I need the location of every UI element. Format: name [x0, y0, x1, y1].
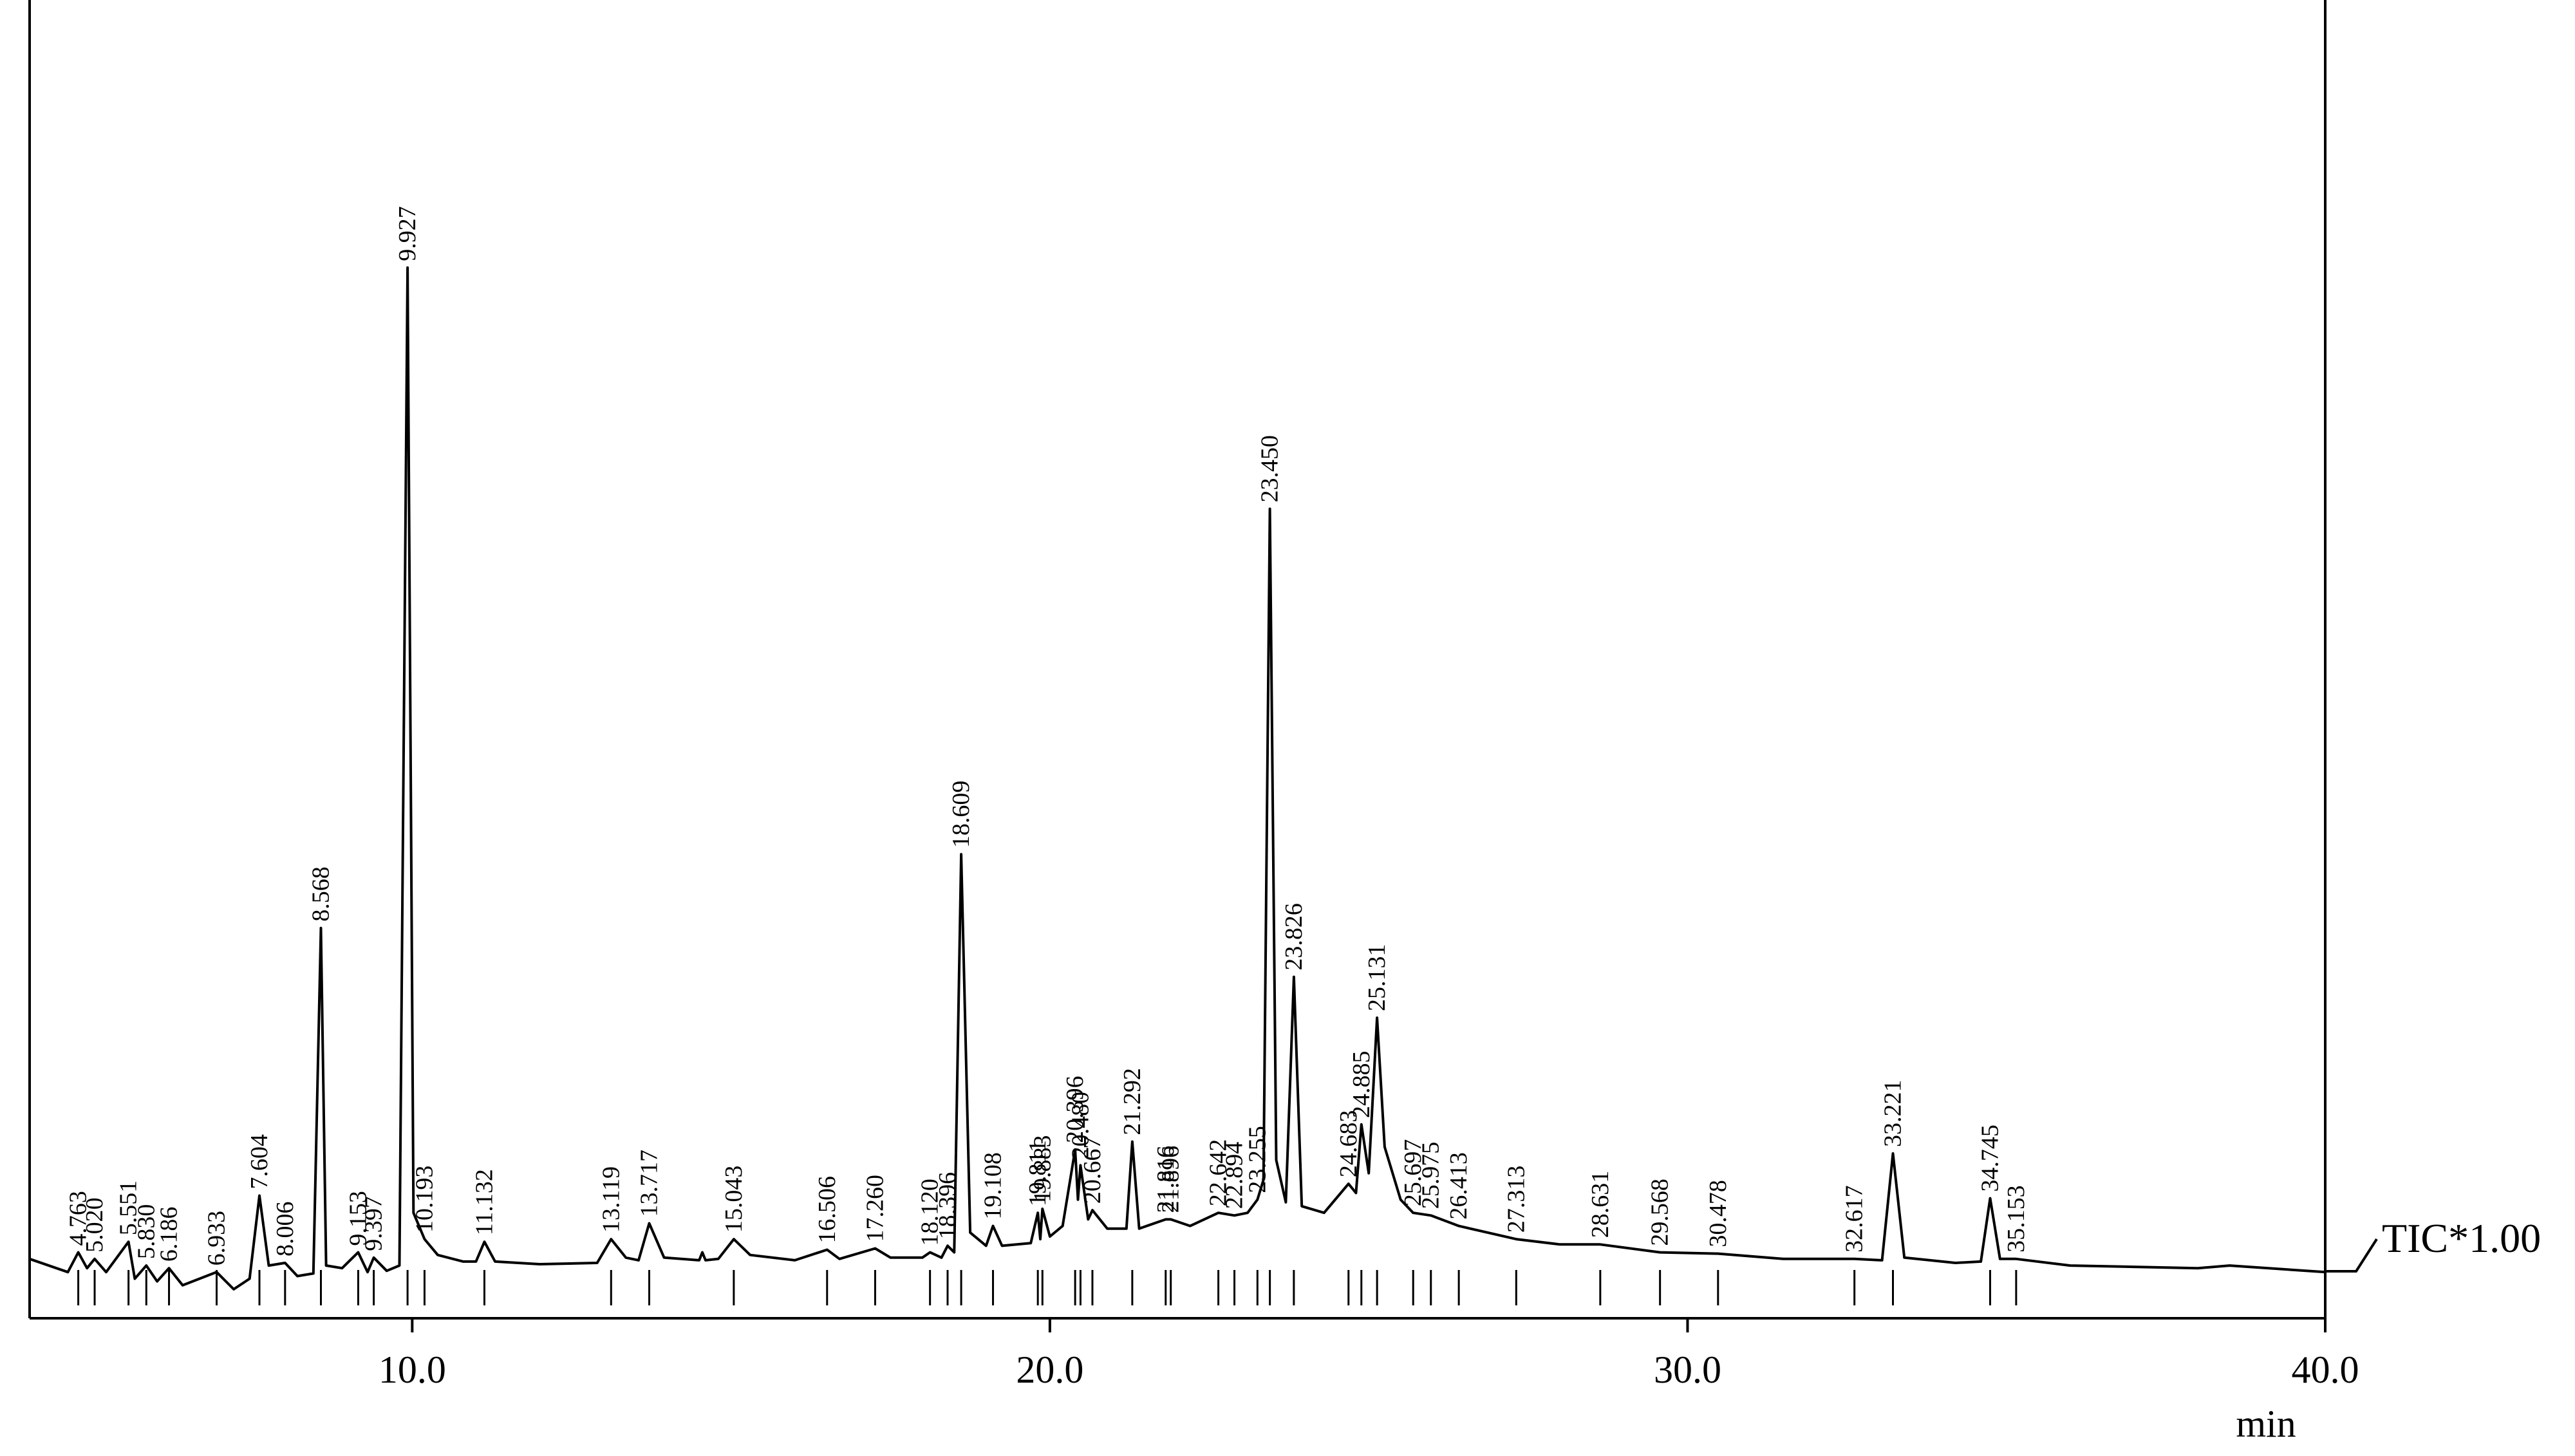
x-axis-label: min [2236, 1403, 2296, 1445]
peak-label: 21.896 [1157, 1146, 1184, 1213]
peak-label: 23.255 [1244, 1126, 1271, 1193]
series-label: TIC*1.00 [2382, 1215, 2541, 1261]
peak-label: 8.006 [272, 1201, 299, 1256]
peak-label: 24.683 [1335, 1110, 1362, 1178]
peak-label: 13.119 [597, 1166, 624, 1233]
peak-label: 24.885 [1348, 1050, 1375, 1118]
peak-label: 33.221 [1880, 1080, 1907, 1148]
peak-label: 35.153 [2003, 1185, 2030, 1253]
peak-label: 4.763 [65, 1191, 92, 1246]
x-tick-label: 10.0 [379, 1349, 446, 1391]
peak-label: 22.894 [1221, 1142, 1248, 1209]
x-tick-label: 30.0 [1654, 1349, 1721, 1391]
peak-label: 32.617 [1841, 1185, 1868, 1253]
peak-label: 8.568 [307, 866, 334, 922]
peak-label: 26.413 [1445, 1152, 1472, 1220]
peak-label: 16.506 [814, 1176, 841, 1244]
peak-label: 13.717 [636, 1150, 663, 1217]
peak-label: 30.478 [1705, 1180, 1732, 1247]
label-leader [2325, 1238, 2378, 1273]
peak-label: 9.397 [360, 1196, 388, 1251]
peak-label: 17.260 [861, 1175, 888, 1242]
peak-label: 19.108 [980, 1152, 1007, 1220]
peak-label: 25.131 [1363, 944, 1390, 1012]
peak-label: 9.927 [394, 206, 421, 261]
peak-label: 25.975 [1418, 1142, 1445, 1209]
peak-label: 15.043 [720, 1166, 747, 1233]
trace-line [29, 266, 2326, 1291]
peak-label: 18.396 [934, 1172, 961, 1240]
peak-label: 20.667 [1079, 1137, 1106, 1204]
peak-label: 25.697 [1400, 1139, 1427, 1207]
peak-label: 27.313 [1503, 1166, 1530, 1233]
peak-label: 6.186 [156, 1207, 183, 1262]
peak-label: 18.609 [948, 781, 975, 848]
peak-label: 34.745 [1976, 1125, 2003, 1192]
peak-label: 20.480 [1067, 1092, 1094, 1159]
peak-label: 21.292 [1119, 1068, 1146, 1135]
peak-label: 5.830 [133, 1204, 160, 1260]
peak-label: 11.132 [471, 1169, 498, 1235]
peak-label: 5.020 [81, 1197, 108, 1253]
x-tick-label: 20.0 [1016, 1349, 1083, 1391]
peak-label: 7.604 [246, 1134, 273, 1190]
peak-label: 19.883 [1029, 1135, 1056, 1203]
peak-label: 29.568 [1647, 1179, 1674, 1246]
peak-label: 21.816 [1152, 1146, 1179, 1213]
x-tick-label: 40.0 [2292, 1349, 2359, 1391]
peak-label: 28.631 [1587, 1171, 1614, 1238]
peak-label: 23.450 [1257, 435, 1284, 503]
peak-label: 22.642 [1205, 1139, 1232, 1207]
peak-label: 5.551 [115, 1181, 142, 1236]
peak-label: 23.826 [1280, 903, 1307, 971]
peak-label: 18.120 [917, 1179, 944, 1246]
peak-label: 9.153 [344, 1191, 371, 1246]
peak-label: 19.811 [1024, 1140, 1051, 1206]
peak-label: 6.933 [203, 1211, 230, 1266]
peak-label: 20.396 [1062, 1076, 1089, 1143]
peak-label: 10.193 [411, 1166, 438, 1233]
